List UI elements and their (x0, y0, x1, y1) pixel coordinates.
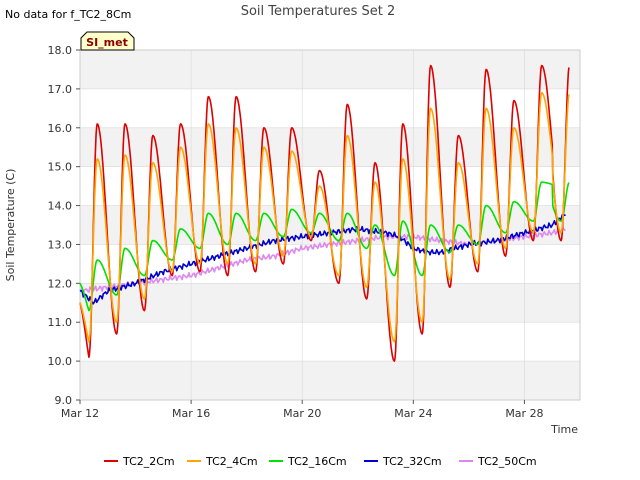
plot-frame (79, 49, 581, 401)
series-line-tc2-32cm (79, 213, 566, 305)
x-tick-label: Mar 20 (283, 407, 321, 420)
y-tick-label: 16.0 (48, 122, 73, 135)
y-tick-label: 10.0 (48, 355, 73, 368)
x-tick-label: Mar 24 (394, 407, 432, 420)
site-tag: SI_met (80, 31, 135, 51)
y-tick-label: 15.0 (48, 161, 73, 174)
band (80, 361, 580, 400)
y-tick-label: 18.0 (48, 44, 73, 57)
x-tick-label: Mar 16 (172, 407, 210, 420)
x-axis-ticks: Mar 12 Mar 16 Mar 20 Mar 24 Mar 28 (61, 400, 544, 420)
no-data-note: No data for f_TC2_8Cm (5, 8, 131, 21)
y-tick-label: 17.0 (48, 83, 73, 96)
plot-bands (80, 50, 580, 400)
y-axis-label: Soil Temperature (C) (4, 169, 17, 282)
series-line-tc2-16cm (79, 181, 570, 312)
x-axis-label: Time (550, 423, 578, 436)
y-tick-label: 9.0 (55, 394, 73, 407)
legend-label: TC2_32Cm (382, 455, 442, 468)
series-line-tc2-2cm (79, 64, 570, 362)
legend-label: TC2_50Cm (477, 455, 537, 468)
site-tag-box (80, 31, 135, 51)
y-tick-label: 13.0 (48, 238, 73, 251)
legend: TC2_2Cm TC2_4Cm TC2_16Cm TC2_32Cm TC2_50Cm (104, 455, 537, 468)
legend-label: TC2_2Cm (122, 455, 175, 468)
legend-label: TC2_4Cm (205, 455, 258, 468)
chart-title: Soil Temperatures Set 2 (241, 4, 396, 19)
band (80, 50, 580, 89)
band (80, 127, 580, 167)
legend-label: TC2_16Cm (287, 455, 347, 468)
y-axis-ticks: 9.0 10.0 11.0 12.0 13.0 14.0 15.0 16.0 17.0 18.0 (48, 44, 80, 407)
site-tag-label: SI_met (86, 36, 128, 49)
y-tick-label: 12.0 (48, 277, 73, 290)
series-line-tc2-4cm (79, 92, 570, 343)
series-lines (79, 64, 570, 362)
y-tick-label: 14.0 (48, 200, 73, 213)
x-tick-label: Mar 28 (505, 407, 543, 420)
band (80, 283, 580, 323)
y-tick-label: 11.0 (48, 316, 73, 329)
x-tick-label: Mar 12 (61, 407, 99, 420)
